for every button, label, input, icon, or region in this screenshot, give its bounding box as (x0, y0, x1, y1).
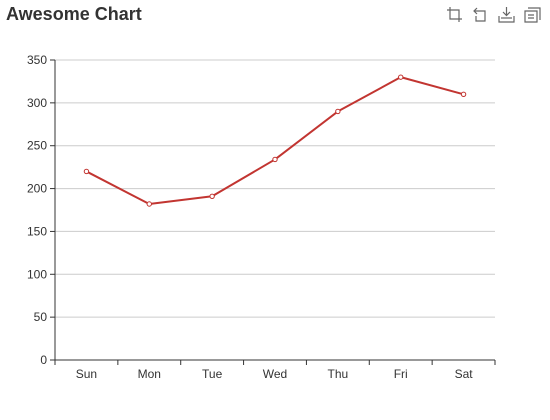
save-image-icon (498, 7, 515, 23)
grid-lines (55, 59, 495, 318)
x-tick-label: Fri (394, 367, 408, 381)
save-image-button[interactable] (498, 6, 515, 23)
data-point[interactable] (398, 74, 404, 80)
y-tick-label: 300 (27, 96, 47, 110)
y-tick-label: 200 (27, 182, 47, 196)
x-tick-label: Sat (455, 367, 474, 381)
zoom-button[interactable] (446, 6, 463, 23)
y-tick-label: 250 (27, 139, 47, 153)
x-tick-label: Tue (202, 367, 223, 381)
axes: 0 50 100 150 200 250 300 350 Sun Mon Tue Wed Thu Fri S… (27, 53, 496, 381)
y-tick-label: 150 (27, 224, 47, 238)
data-point[interactable] (272, 156, 278, 163)
toolbox (446, 6, 541, 23)
x-tick-label: Thu (328, 367, 349, 381)
y-tick-label: 50 (34, 310, 48, 324)
series-line (85, 76, 464, 205)
x-tick-label: Wed (263, 367, 287, 381)
y-tick-label: 100 (27, 267, 47, 281)
y-tick-label: 0 (40, 353, 47, 367)
zoom-icon (447, 7, 462, 22)
x-tick-label: Mon (138, 367, 161, 381)
x-tick-label: Sun (76, 367, 97, 381)
data-view-button[interactable] (524, 6, 541, 23)
series-layer (83, 74, 467, 207)
zoom-reset-icon (473, 7, 486, 22)
y-tick-label: 350 (27, 53, 47, 67)
data-view-icon (524, 7, 541, 23)
data-point[interactable] (83, 168, 90, 175)
zoom-reset-button[interactable] (472, 6, 489, 23)
data-point[interactable] (460, 91, 467, 97)
chart-title: Awesome Chart (6, 4, 142, 24)
data-point[interactable] (146, 201, 152, 207)
data-point[interactable] (335, 108, 341, 115)
data-point[interactable] (209, 193, 215, 199)
